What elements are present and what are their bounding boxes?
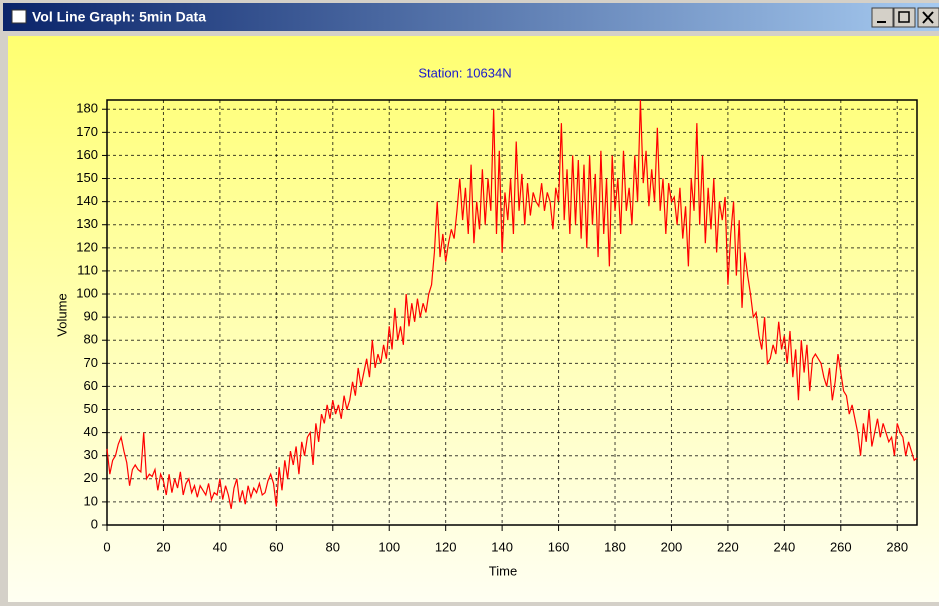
y-tick-label: 50	[84, 401, 98, 416]
x-tick-label: 220	[717, 539, 739, 554]
minimize-button[interactable]	[871, 7, 894, 28]
x-tick-label: 260	[830, 539, 852, 554]
plot-frame	[106, 99, 918, 526]
x-tick-label: 240	[774, 539, 796, 554]
y-tick-label: 170	[76, 124, 98, 139]
y-tick-label: 60	[84, 378, 98, 393]
y-tick-label: 140	[76, 193, 98, 208]
y-tick-label: 70	[84, 355, 98, 370]
y-tick-label: 0	[91, 516, 98, 531]
y-tick-label: 20	[84, 470, 98, 485]
title-bar	[3, 3, 939, 31]
window-title: Vol Line Graph: 5min Data	[32, 9, 206, 25]
y-tick-label: 130	[76, 216, 98, 231]
x-tick-label: 140	[491, 539, 513, 554]
y-tick-label: 100	[76, 285, 98, 300]
y-tick-label: 110	[77, 262, 98, 277]
y-tick-label: 90	[84, 309, 98, 324]
y-tick-label: 80	[84, 332, 98, 347]
x-tick-label: 40	[213, 539, 227, 554]
y-tick-label: 120	[76, 239, 98, 254]
x-axis-label: Time	[489, 563, 517, 578]
chart-title: Station: 10634N	[418, 65, 511, 80]
x-tick-label: 180	[604, 539, 626, 554]
y-tick-label: 40	[84, 424, 98, 439]
data-line	[106, 99, 918, 509]
x-tick-label: 200	[661, 539, 683, 554]
close-button[interactable]	[917, 7, 939, 28]
x-tick-label: 80	[326, 539, 340, 554]
maximize-button[interactable]	[893, 7, 916, 28]
x-tick-label: 0	[103, 539, 110, 554]
x-tick-label: 20	[156, 539, 170, 554]
x-tick-label: 120	[435, 539, 457, 554]
x-tick-label: 280	[886, 539, 908, 554]
window-icon	[11, 9, 27, 24]
y-tick-label: 150	[76, 170, 98, 185]
y-tick-label: 160	[76, 147, 98, 162]
x-tick-label: 60	[269, 539, 283, 554]
y-tick-label: 180	[76, 101, 98, 116]
y-axis-label: Volume	[54, 293, 69, 336]
chart-background	[8, 36, 939, 602]
y-tick-label: 30	[84, 447, 98, 462]
x-tick-label: 100	[378, 539, 400, 554]
x-tick-label: 160	[548, 539, 570, 554]
y-tick-label: 10	[84, 493, 98, 508]
